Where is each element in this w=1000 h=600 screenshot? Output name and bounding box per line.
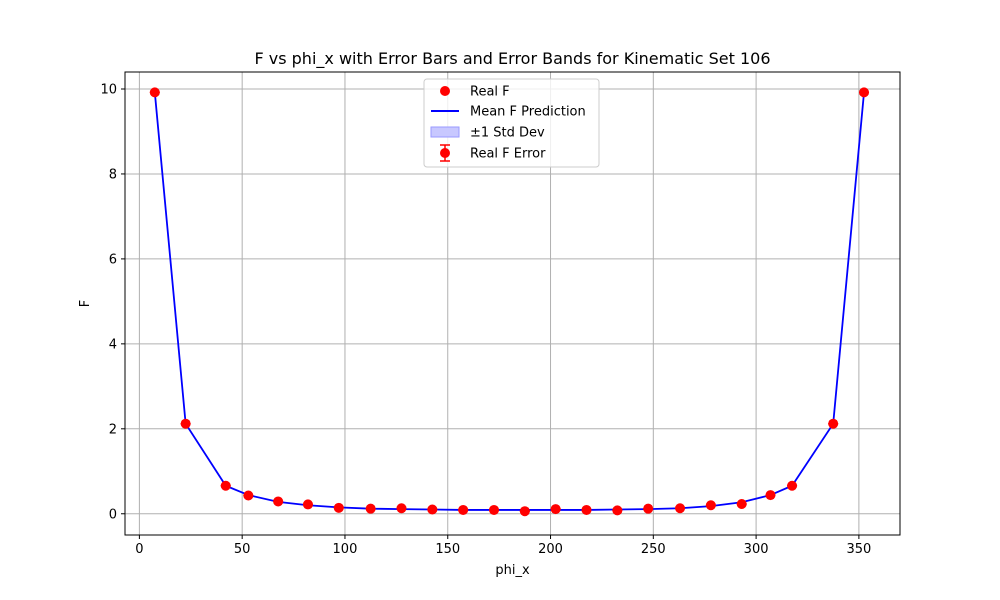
real-data-point: [675, 503, 686, 514]
real-data-point: [302, 499, 313, 510]
real-data-point: [736, 498, 747, 509]
y-tick-label: 4: [109, 337, 117, 352]
real-point-marker: [149, 87, 160, 98]
real-point-marker: [427, 504, 438, 515]
real-point-marker: [765, 490, 776, 501]
real-data-point: [488, 504, 499, 515]
real-point-marker: [243, 490, 254, 501]
real-point-marker: [488, 504, 499, 515]
x-tick-label: 300: [744, 542, 769, 557]
real-point-marker: [180, 418, 191, 429]
real-data-point: [787, 480, 798, 491]
real-point-marker: [612, 505, 623, 516]
legend-box: [423, 78, 600, 168]
y-tick-label: 6: [109, 252, 117, 267]
real-point-marker: [220, 480, 231, 491]
real-data-point: [149, 87, 160, 98]
real-point-marker: [736, 498, 747, 509]
real-data-point: [859, 87, 870, 98]
real-point-marker: [787, 480, 798, 491]
plot-frame: [124, 71, 901, 536]
real-point-marker: [828, 418, 839, 429]
x-axis-label: phi_x: [495, 563, 530, 578]
real-data-point: [765, 490, 776, 501]
real-point-marker: [859, 87, 870, 98]
y-tick-label: 0: [109, 507, 117, 522]
real-data-point: [550, 504, 561, 515]
real-point-marker: [675, 503, 686, 514]
chart-title: F vs phi_x with Error Bars and Error Ban…: [254, 49, 770, 69]
y-axis: 0 2 4 6 8 10: [100, 82, 125, 522]
real-point-marker: [396, 503, 407, 514]
real-point-marker: [581, 504, 592, 515]
y-tick-label: 10: [100, 82, 117, 97]
x-axis: 0 50 100 150 200 250 300 350: [135, 535, 871, 557]
real-data-point: [243, 490, 254, 501]
real-point-marker: [273, 496, 284, 507]
y-tick-label: 8: [109, 167, 117, 182]
real-data-point: [643, 503, 654, 514]
real-point-marker: [302, 499, 313, 510]
legend-entry-std: ±1 Std Dev: [430, 126, 545, 141]
y-tick-label: 2: [109, 422, 117, 437]
legend-entry-error: Real F Error: [440, 144, 546, 162]
real-data-point: [427, 504, 438, 515]
legend-label-real: Real F: [470, 85, 510, 100]
real-point-marker: [643, 503, 654, 514]
legend: Real F Mean F Prediction ±1 Std Dev Real…: [423, 78, 600, 168]
y-axis-label: F: [78, 300, 93, 307]
real-data-point: [581, 504, 592, 515]
legend-entry-real: Real F: [440, 85, 510, 100]
x-tick-label: 100: [333, 542, 358, 557]
x-tick-label: 250: [641, 542, 666, 557]
real-point-marker: [458, 504, 469, 515]
legend-error-marker: [440, 144, 450, 162]
real-point-marker: [705, 500, 716, 511]
real-data-point: [458, 504, 469, 515]
x-tick-label: 0: [135, 542, 143, 557]
real-data-point: [333, 502, 344, 513]
x-tick-label: 200: [538, 542, 563, 557]
real-points-group: [149, 87, 870, 517]
real-data-point: [365, 503, 376, 514]
real-point-marker: [519, 506, 530, 517]
real-data-point: [705, 500, 716, 511]
legend-real-marker: [440, 86, 450, 96]
real-point-marker: [333, 502, 344, 513]
legend-label-prediction: Mean F Prediction: [470, 105, 586, 120]
legend-std-patch: [430, 126, 460, 138]
x-tick-label: 50: [234, 542, 251, 557]
real-data-point: [396, 503, 407, 514]
x-tick-label: 150: [435, 542, 460, 557]
real-data-point: [828, 418, 839, 429]
real-point-marker: [365, 503, 376, 514]
legend-label-error: Real F Error: [470, 147, 546, 162]
legend-label-std: ±1 Std Dev: [470, 126, 545, 141]
x-tick-label: 350: [846, 542, 871, 557]
legend-error-dot: [440, 148, 450, 158]
real-point-marker: [550, 504, 561, 515]
real-data-point: [273, 496, 284, 507]
legend-entry-prediction: Mean F Prediction: [431, 105, 586, 120]
real-data-point: [220, 480, 231, 491]
real-data-point: [519, 506, 530, 517]
real-data-point: [612, 505, 623, 516]
real-data-point: [180, 418, 191, 429]
